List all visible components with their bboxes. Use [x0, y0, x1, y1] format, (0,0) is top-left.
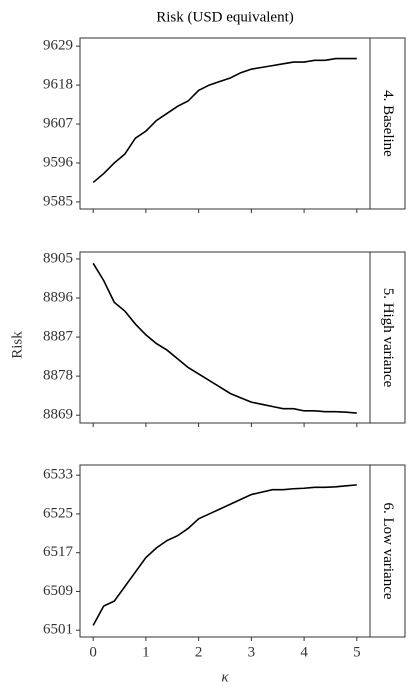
- strip: [369, 37, 406, 210]
- y-tick-label: 6525: [43, 505, 73, 521]
- x-tick-label: 1: [142, 644, 150, 660]
- y-tick-label: 9618: [43, 77, 73, 93]
- facet-label: 4. Baseline: [380, 90, 396, 157]
- y-tick-label: 8878: [43, 368, 73, 384]
- y-tick-label: 9629: [43, 38, 73, 54]
- y-tick-label: 8887: [43, 329, 74, 345]
- x-tick-label: 5: [353, 644, 361, 660]
- y-axis-label: Risk: [9, 331, 25, 359]
- x-tick-label: 3: [248, 644, 256, 660]
- strip: [369, 251, 406, 424]
- data-line: [92, 484, 357, 626]
- x-tick-label: 0: [89, 644, 97, 660]
- y-tick-label: 8905: [43, 250, 73, 266]
- y-tick-label: 8869: [43, 407, 73, 423]
- chart-title: Risk (USD equivalent): [156, 9, 293, 25]
- panel-border: [79, 464, 371, 638]
- data-line: [92, 262, 357, 414]
- y-tick-label: 9607: [43, 115, 74, 131]
- y-tick-label: 6501: [43, 622, 73, 638]
- x-tick-label: 4: [300, 644, 308, 660]
- y-tick-label: 9596: [43, 154, 74, 170]
- strip: [369, 464, 406, 638]
- y-tick-label: 8896: [43, 289, 74, 305]
- y-tick-label: 6517: [43, 544, 74, 560]
- facet-label: 5. High variance: [380, 288, 396, 388]
- y-tick-label: 6533: [43, 467, 73, 483]
- facet-label: 6. Low variance: [380, 502, 396, 599]
- panel-border: [79, 37, 371, 210]
- y-tick-label: 9585: [43, 193, 73, 209]
- x-axis-label: κ: [221, 669, 229, 685]
- panel-border: [79, 251, 371, 424]
- y-tick-label: 6509: [43, 583, 73, 599]
- data-line: [92, 57, 357, 184]
- x-tick-label: 2: [195, 644, 203, 660]
